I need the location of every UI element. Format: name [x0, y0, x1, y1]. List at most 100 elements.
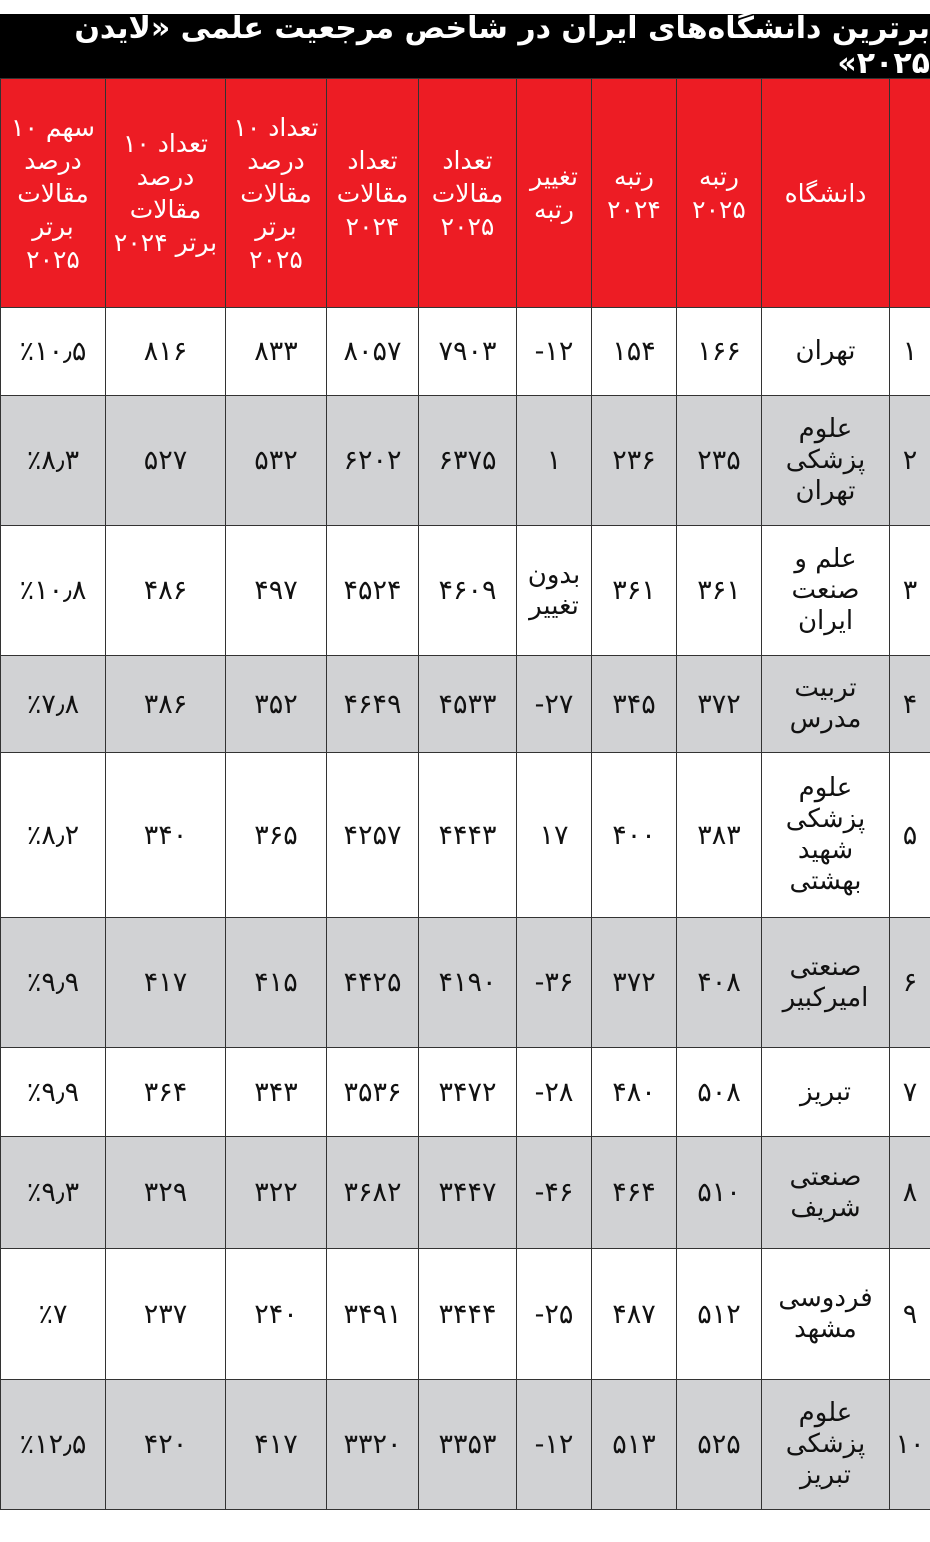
cell-articles-2024: ۳۶۸۲	[326, 1136, 419, 1249]
column-header-articles-2024: تعداد مقالات ۲۰۲۴	[326, 78, 419, 308]
cell-rank-2025: ۵۰۸	[676, 1047, 762, 1137]
cell-top10-share-2025: ٪۹٫۹	[0, 917, 106, 1048]
cell-rank-2024: ۱۵۴	[591, 307, 677, 396]
table-row: ۷ تبریز ۵۰۸ ۴۸۰ -۲۸ ۳۴۷۲ ۳۵۳۶ ۳۴۳ ۳۶۴ ٪۹٫۹	[0, 1047, 930, 1137]
cell-rank-number: ۶	[889, 917, 930, 1048]
cell-rank-number: ۱۰	[889, 1379, 930, 1510]
cell-articles-2024: ۳۵۳۶	[326, 1047, 419, 1137]
cell-rank-2025: ۵۲۵	[676, 1379, 762, 1510]
cell-articles-2025: ۴۱۹۰	[418, 917, 517, 1048]
cell-rank-change: -۳۶	[516, 917, 592, 1048]
cell-articles-2025: ۴۵۳۳	[418, 655, 517, 753]
cell-rank-change: -۱۲	[516, 1379, 592, 1510]
cell-rank-2024: ۳۷۲	[591, 917, 677, 1048]
cell-rank-2025: ۳۸۳	[676, 752, 762, 918]
cell-rank-change: ۱۷	[516, 752, 592, 918]
table-row: ۸ صنعتی شریف ۵۱۰ ۴۶۴ -۴۶ ۳۴۴۷ ۳۶۸۲ ۳۲۲ ۳۲۹ ٪۹٫۳	[0, 1136, 930, 1249]
cell-top10-count-2025: ۴۱۷	[225, 1379, 327, 1510]
table-row: ۵ علوم پزشکی شهید بهشتی ۳۸۳ ۴۰۰ ۱۷ ۴۴۴۳ ۴۲۵۷ ۳۶…	[0, 752, 930, 918]
rankings-table: دانشگاه رتبه ۲۰۲۵ رتبه ۲۰۲۴ تغییر رتبه تعداد…	[0, 78, 930, 1510]
cell-rank-number: ۷	[889, 1047, 930, 1137]
table-row: ۶ صنعتی امیرکبیر ۴۰۸ ۳۷۲ -۳۶ ۴۱۹۰ ۴۴۲۵ ۴۱۵ ۴۱۷ ٪۹…	[0, 917, 930, 1048]
cell-rank-2024: ۵۱۳	[591, 1379, 677, 1510]
cell-rank-2025: ۳۶۱	[676, 525, 762, 656]
column-header-top10-count-2024: تعداد ۱۰ درصد مقالات برتر ۲۰۲۴	[105, 78, 226, 308]
cell-university: تربیت مدرس	[761, 655, 890, 753]
cell-university: صنعتی امیرکبیر	[761, 917, 890, 1048]
cell-articles-2025: ۴۶۰۹	[418, 525, 517, 656]
cell-rank-change: -۱۲	[516, 307, 592, 396]
cell-rank-2024: ۳۴۵	[591, 655, 677, 753]
cell-university: علم و صنعت ایران	[761, 525, 890, 656]
cell-rank-number: ۵	[889, 752, 930, 918]
cell-top10-count-2024: ۳۸۶	[105, 655, 226, 753]
table-row: ۳ علم و صنعت ایران ۳۶۱ ۳۶۱ بدون تغییر ۴۶۰۹ ۴۵۲…	[0, 525, 930, 656]
cell-top10-count-2024: ۲۳۷	[105, 1248, 226, 1380]
cell-rank-2025: ۵۱۰	[676, 1136, 762, 1249]
cell-rank-2024: ۴۰۰	[591, 752, 677, 918]
cell-top10-count-2025: ۳۶۵	[225, 752, 327, 918]
cell-rank-change: -۴۶	[516, 1136, 592, 1249]
cell-articles-2024: ۳۳۲۰	[326, 1379, 419, 1510]
column-header-rank-2025: رتبه ۲۰۲۵	[676, 78, 762, 308]
cell-university: علوم پزشکی شهید بهشتی	[761, 752, 890, 918]
cell-rank-2025: ۴۰۸	[676, 917, 762, 1048]
cell-rank-2024: ۴۶۴	[591, 1136, 677, 1249]
cell-rank-number: ۹	[889, 1248, 930, 1380]
cell-articles-2024: ۴۵۲۴	[326, 525, 419, 656]
table-row: ۲ علوم پزشکی تهران ۲۳۵ ۲۳۶ ۱ ۶۳۷۵ ۶۲۰۲ ۵۳۲ ۵۲۷ ٪۸…	[0, 395, 930, 526]
cell-articles-2024: ۸۰۵۷	[326, 307, 419, 396]
table-row: ۴ تربیت مدرس ۳۷۲ ۳۴۵ -۲۷ ۴۵۳۳ ۴۶۴۹ ۳۵۲ ۳۸۶ ٪۷٫۸	[0, 655, 930, 753]
cell-articles-2024: ۴۶۴۹	[326, 655, 419, 753]
column-header-rank-2024: رتبه ۲۰۲۴	[591, 78, 677, 308]
cell-top10-share-2025: ٪۱۲٫۵	[0, 1379, 106, 1510]
cell-top10-count-2025: ۸۳۳	[225, 307, 327, 396]
cell-top10-count-2025: ۴۱۵	[225, 917, 327, 1048]
cell-rank-change: -۲۷	[516, 655, 592, 753]
cell-top10-count-2025: ۲۴۰	[225, 1248, 327, 1380]
cell-articles-2025: ۳۳۵۳	[418, 1379, 517, 1510]
cell-articles-2025: ۳۴۴۴	[418, 1248, 517, 1380]
cell-rank-2024: ۴۸۷	[591, 1248, 677, 1380]
header-row: دانشگاه رتبه ۲۰۲۵ رتبه ۲۰۲۴ تغییر رتبه تعداد…	[0, 78, 930, 308]
cell-rank-change: -۲۸	[516, 1047, 592, 1137]
cell-articles-2024: ۶۲۰۲	[326, 395, 419, 526]
cell-articles-2025: ۶۳۷۵	[418, 395, 517, 526]
cell-university: تهران	[761, 307, 890, 396]
cell-top10-count-2024: ۴۸۶	[105, 525, 226, 656]
cell-rank-change: بدون تغییر	[516, 525, 592, 656]
cell-top10-share-2025: ٪۷٫۸	[0, 655, 106, 753]
cell-top10-share-2025: ٪۱۰٫۵	[0, 307, 106, 396]
cell-university: صنعتی شریف	[761, 1136, 890, 1249]
cell-rank-number: ۸	[889, 1136, 930, 1249]
cell-university: علوم پزشکی تهران	[761, 395, 890, 526]
table-row: ۱ تهران ۱۶۶ ۱۵۴ -۱۲ ۷۹۰۳ ۸۰۵۷ ۸۳۳ ۸۱۶ ٪۱۰٫۵	[0, 307, 930, 396]
cell-top10-share-2025: ٪۸٫۲	[0, 752, 106, 918]
cell-top10-share-2025: ٪۱۰٫۸	[0, 525, 106, 656]
cell-university: تبریز	[761, 1047, 890, 1137]
cell-articles-2025: ۳۴۴۷	[418, 1136, 517, 1249]
cell-university: فردوسی مشهد	[761, 1248, 890, 1380]
cell-rank-change: ۱	[516, 395, 592, 526]
cell-articles-2024: ۴۴۲۵	[326, 917, 419, 1048]
cell-top10-count-2024: ۵۲۷	[105, 395, 226, 526]
cell-rank-2025: ۵۱۲	[676, 1248, 762, 1380]
cell-rank-number: ۴	[889, 655, 930, 753]
cell-rank-number: ۲	[889, 395, 930, 526]
cell-articles-2025: ۳۴۷۲	[418, 1047, 517, 1137]
cell-top10-count-2025: ۳۵۲	[225, 655, 327, 753]
cell-articles-2024: ۳۴۹۱	[326, 1248, 419, 1380]
cell-rank-change: -۲۵	[516, 1248, 592, 1380]
cell-rank-2024: ۴۸۰	[591, 1047, 677, 1137]
cell-rank-2025: ۱۶۶	[676, 307, 762, 396]
table-row: ۹ فردوسی مشهد ۵۱۲ ۴۸۷ -۲۵ ۳۴۴۴ ۳۴۹۱ ۲۴۰ ۲۳۷ ٪۷	[0, 1248, 930, 1380]
column-header-rank-change: تغییر رتبه	[516, 78, 592, 308]
cell-top10-count-2024: ۳۲۹	[105, 1136, 226, 1249]
cell-top10-count-2024: ۳۶۴	[105, 1047, 226, 1137]
cell-rank-2024: ۳۶۱	[591, 525, 677, 656]
cell-rank-2025: ۲۳۵	[676, 395, 762, 526]
cell-articles-2024: ۴۲۵۷	[326, 752, 419, 918]
cell-top10-share-2025: ٪۸٫۳	[0, 395, 106, 526]
cell-articles-2025: ۴۴۴۳	[418, 752, 517, 918]
cell-top10-share-2025: ٪۷	[0, 1248, 106, 1380]
